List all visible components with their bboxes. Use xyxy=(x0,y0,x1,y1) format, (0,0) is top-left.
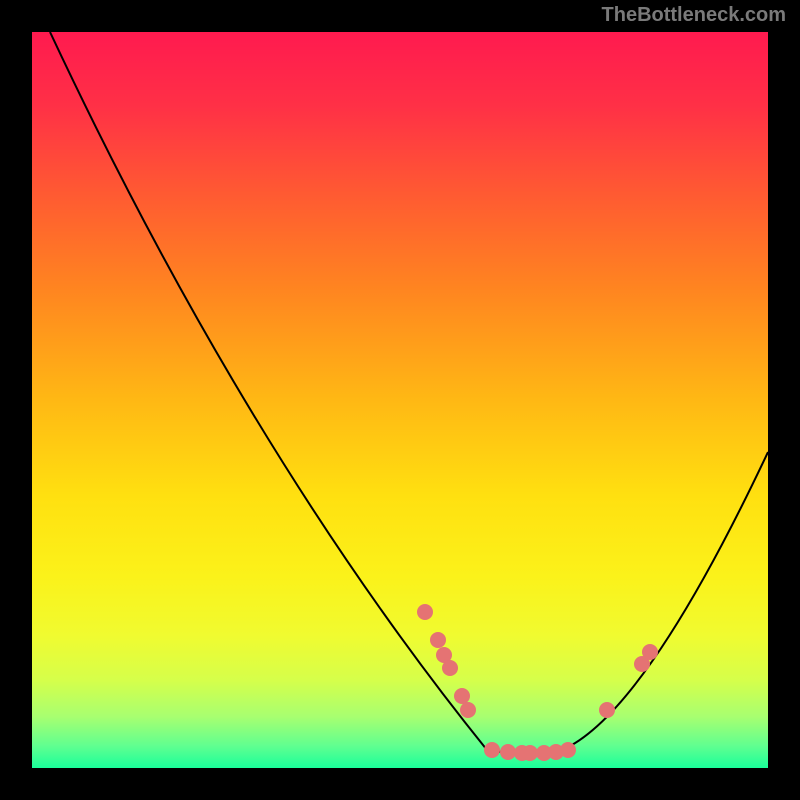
data-marker xyxy=(560,742,576,758)
chart-svg xyxy=(32,32,768,768)
marker-group xyxy=(417,604,658,761)
data-marker xyxy=(599,702,615,718)
data-marker xyxy=(454,688,470,704)
bottleneck-curve xyxy=(50,32,768,753)
data-marker xyxy=(500,744,516,760)
data-marker xyxy=(430,632,446,648)
data-marker xyxy=(460,702,476,718)
data-marker xyxy=(642,644,658,660)
watermark-text: TheBottleneck.com xyxy=(602,4,786,27)
data-marker xyxy=(442,660,458,676)
data-marker xyxy=(417,604,433,620)
data-marker xyxy=(484,742,500,758)
data-marker xyxy=(522,745,538,761)
plot-area xyxy=(32,32,768,768)
